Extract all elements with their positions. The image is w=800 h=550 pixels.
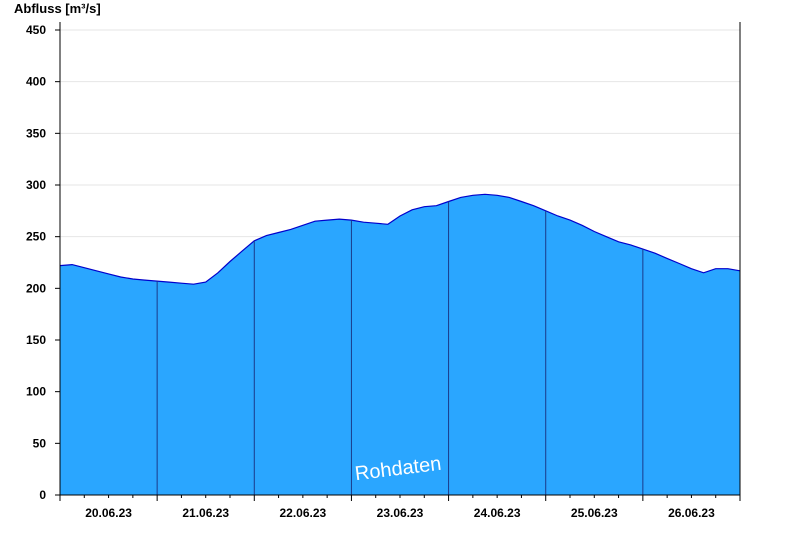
x-tick-label: 23.06.23 bbox=[377, 506, 424, 520]
axes bbox=[55, 22, 741, 501]
x-tick-label: 20.06.23 bbox=[85, 506, 132, 520]
x-axis-tick-labels: 20.06.23 21.06.23 22.06.23 23.06.23 24.06.23… bbox=[85, 506, 715, 520]
y-tick-label: 100 bbox=[26, 385, 46, 399]
y-tick-label: 350 bbox=[26, 126, 46, 140]
x-tick-label: 25.06.23 bbox=[571, 506, 618, 520]
day-separator-lines bbox=[156, 201, 644, 495]
discharge-line bbox=[59, 193, 741, 285]
x-tick-label: 26.06.23 bbox=[668, 506, 715, 520]
y-tick-label: 50 bbox=[33, 436, 47, 450]
y-tick-label: 300 bbox=[26, 178, 46, 192]
discharge-area bbox=[60, 194, 740, 496]
y-tick-label: 0 bbox=[39, 488, 46, 502]
y-tick-label: 200 bbox=[26, 281, 46, 295]
x-tick-label: 21.06.23 bbox=[182, 506, 229, 520]
y-tick-label: 250 bbox=[26, 230, 46, 244]
y-tick-label: 450 bbox=[26, 23, 46, 37]
y-tick-label: 400 bbox=[26, 75, 46, 89]
y-axis-tick-labels: 0 50 100 150 200 250 300 350 400 450 bbox=[26, 23, 46, 502]
y-axis-title: Abfluss [m³/s] bbox=[14, 1, 101, 16]
x-tick-label: 24.06.23 bbox=[474, 506, 521, 520]
y-tick-label: 150 bbox=[26, 333, 46, 347]
x-tick-label: 22.06.23 bbox=[279, 506, 326, 520]
